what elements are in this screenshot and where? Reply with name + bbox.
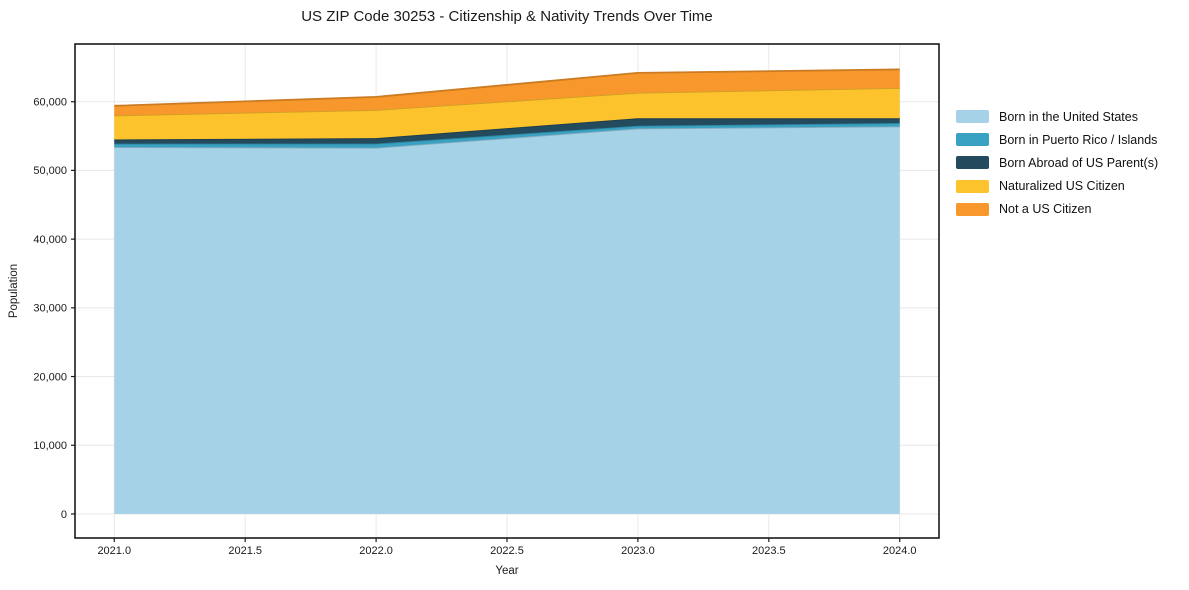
legend-swatch-icon [956,156,989,170]
y-tick-label: 20,000 [33,371,67,383]
y-tick-label: 50,000 [33,165,67,177]
legend-swatch-icon [956,179,989,193]
legend-swatch-icon [956,110,989,124]
legend-item: Born Abroad of US Parent(s) [956,151,1158,174]
area-naturalized-us-citizen [114,87,900,140]
legend-label: Not a US Citizen [999,202,1092,217]
y-tick-label: 40,000 [33,234,67,246]
legend-swatch-icon [956,202,989,216]
area-born-in-the-united-states [114,126,900,514]
legend: Born in the United States Born in Puerto … [956,105,1158,221]
chart-title: US ZIP Code 30253 - Citizenship & Nativi… [301,8,713,25]
legend-item: Naturalized US Citizen [956,175,1158,198]
x-axis-label: Year [495,565,519,577]
y-tick-label: 10,000 [33,440,67,452]
legend-item: Not a US Citizen [956,198,1158,221]
x-tick-label: 2021.0 [97,545,131,557]
x-tick-label: 2022.5 [490,545,524,557]
area-not-a-us-citizen [114,69,900,116]
legend-item: Born in the United States [956,105,1158,128]
legend-label: Born Abroad of US Parent(s) [999,155,1159,170]
x-tick-label: 2023.5 [752,545,786,557]
legend-item: Born in Puerto Rico / Islands [956,128,1158,151]
y-tick-label: 30,000 [33,303,67,315]
x-tick-label: 2024.0 [883,545,917,557]
y-tick-label: 60,000 [33,97,67,109]
area-edge-not-a-us-citizen [114,68,900,107]
legend-label: Born in Puerto Rico / Islands [999,132,1158,147]
legend-swatch-icon [956,133,989,147]
x-tick-label: 2022.0 [359,545,393,557]
y-tick-label: 0 [61,509,67,521]
y-axis-label: Population [8,263,20,319]
x-tick-label: 2021.5 [228,545,262,557]
legend-label: Born in the United States [999,109,1138,124]
x-tick-label: 2023.0 [621,545,655,557]
area-born-abroad-of-us-parent-s [114,118,900,144]
legend-label: Naturalized US Citizen [999,179,1125,194]
